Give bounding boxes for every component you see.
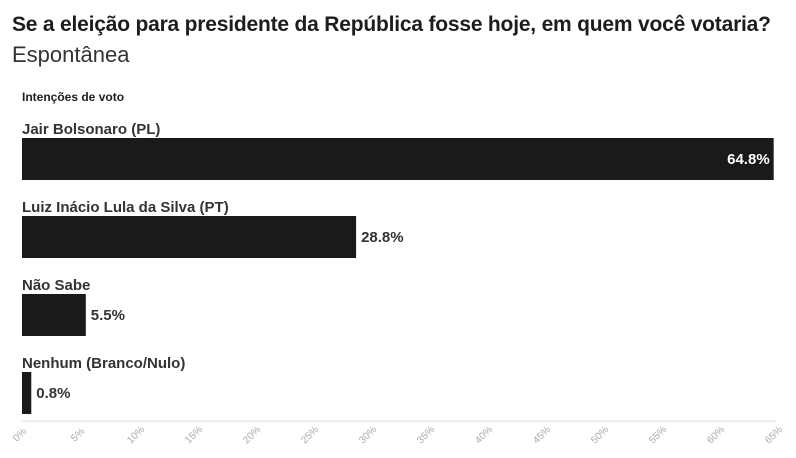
chart-title: Se a eleição para presidente da Repúblic…	[12, 13, 771, 36]
x-tick-label: 60%	[705, 424, 727, 446]
value-label: 64.8%	[727, 151, 770, 168]
x-tick-label: 65%	[763, 424, 785, 446]
x-tick-label: 20%	[241, 424, 263, 446]
x-tick-label: 40%	[473, 424, 495, 446]
x-tick-label: 15%	[183, 424, 205, 446]
bar	[22, 294, 86, 336]
x-tick-label: 5%	[69, 426, 87, 444]
x-tick-label: 45%	[531, 424, 553, 446]
category-label: Nenhum (Branco/Nulo)	[22, 355, 185, 372]
chart-caption: Intenções de voto	[22, 90, 125, 104]
x-tick-label: 35%	[415, 424, 437, 446]
x-tick-label: 10%	[125, 424, 147, 446]
category-label: Luiz Inácio Lula da Silva (PT)	[22, 199, 229, 216]
x-tick-label: 0%	[11, 426, 29, 444]
chart-subtitle: Espontânea	[12, 42, 130, 67]
x-tick-label: 25%	[299, 424, 321, 446]
bar	[22, 372, 32, 414]
x-tick-label: 50%	[589, 424, 611, 446]
x-tick-label: 55%	[647, 424, 669, 446]
bar	[22, 138, 774, 180]
value-label: 5.5%	[91, 307, 125, 324]
category-label: Jair Bolsonaro (PL)	[22, 121, 160, 138]
value-label: 28.8%	[361, 229, 404, 246]
value-label: 0.8%	[36, 385, 70, 402]
category-label: Não Sabe	[22, 277, 90, 294]
bar	[22, 216, 357, 258]
x-tick-label: 30%	[357, 424, 379, 446]
